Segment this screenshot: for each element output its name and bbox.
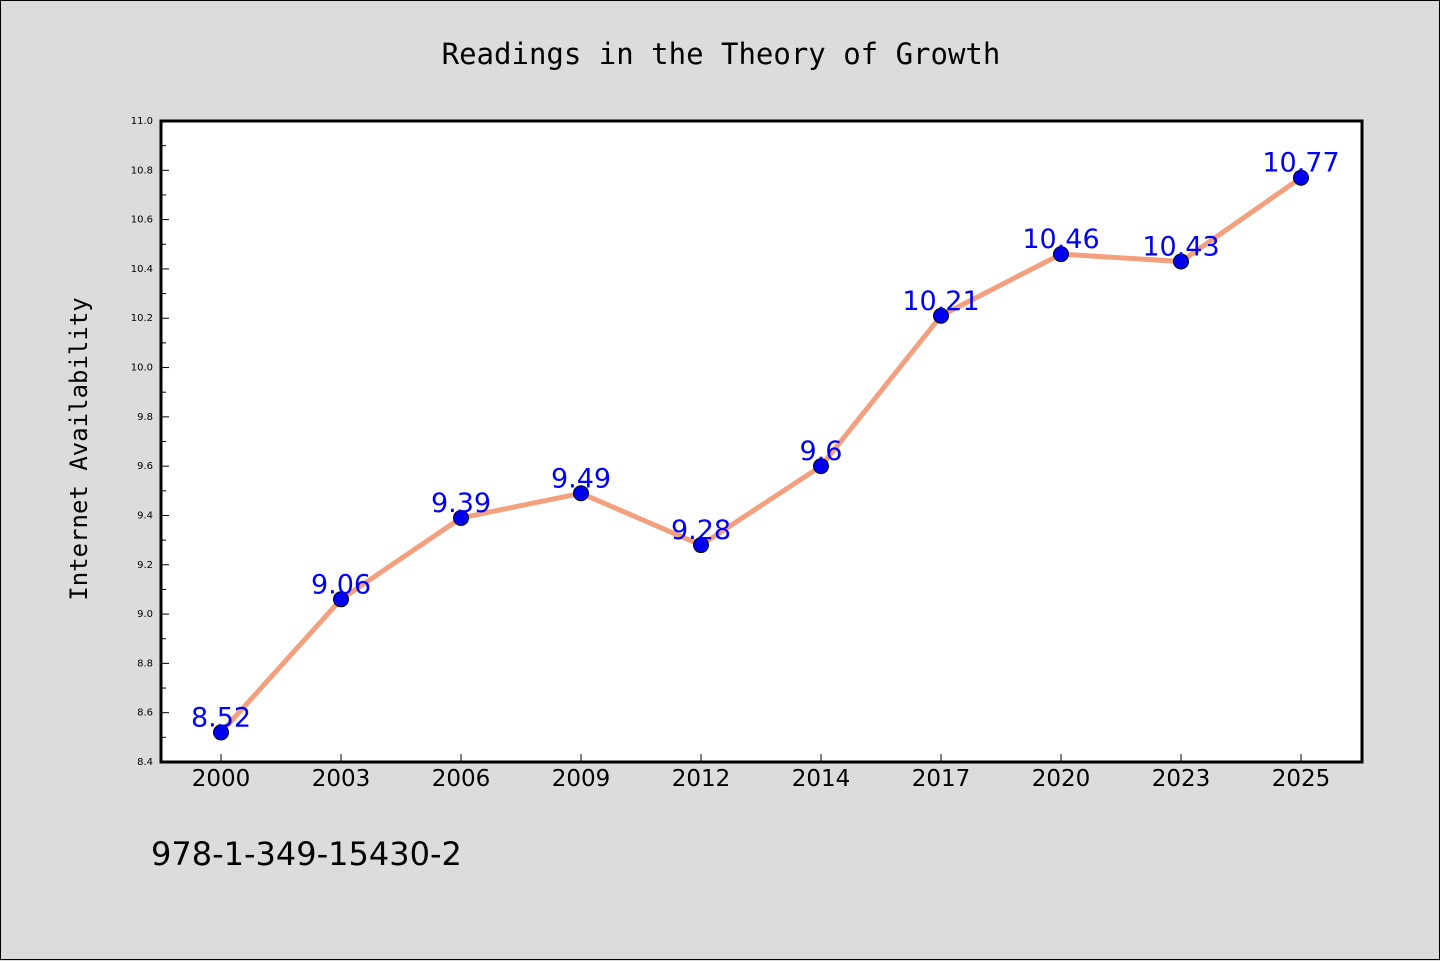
y-tick-label: 9.2 bbox=[137, 560, 153, 571]
isbn-text: 978-1-349-15430-2 bbox=[151, 835, 462, 873]
y-tick-label: 9.4 bbox=[137, 510, 153, 521]
y-tick-label: 8.4 bbox=[137, 757, 153, 768]
x-tick-label: 2014 bbox=[792, 766, 851, 792]
y-tick-label: 8.8 bbox=[137, 658, 153, 669]
y-tick-label: 9.8 bbox=[137, 412, 153, 423]
data-point bbox=[573, 485, 589, 502]
series-group: 8.52 9.06 9.39 9.49 9.28 9.6 10.21 10.46 10.43 10… bbox=[191, 148, 1340, 741]
x-tick-label: 2017 bbox=[912, 766, 971, 792]
data-label: 9.6 bbox=[800, 436, 843, 467]
data-label: 9.39 bbox=[431, 488, 491, 519]
data-point bbox=[933, 307, 949, 324]
y-tick-label: 10.8 bbox=[131, 165, 153, 176]
series-line bbox=[218, 175, 1304, 735]
x-tick-label: 2000 bbox=[192, 766, 251, 792]
data-label: 10.46 bbox=[1022, 224, 1099, 255]
y-tick-label: 9.0 bbox=[137, 609, 153, 620]
y-tick-label: 8.6 bbox=[137, 708, 153, 719]
y-tick-label: 10.0 bbox=[131, 363, 153, 374]
data-label: 10.21 bbox=[902, 286, 979, 317]
data-label: 9.28 bbox=[671, 515, 731, 546]
data-label: 10.43 bbox=[1142, 232, 1219, 263]
x-tick-label: 2023 bbox=[1152, 766, 1211, 792]
data-point bbox=[453, 509, 469, 526]
chart-title: Readings in the Theory of Growth bbox=[442, 37, 1001, 71]
y-tick-label: 10.2 bbox=[131, 313, 153, 324]
x-axis: 2000 2003 2006 2009 2012 2014 2017 2020 2023 2025 bbox=[192, 754, 1331, 792]
data-label: 8.52 bbox=[191, 702, 251, 733]
data-point bbox=[813, 458, 829, 475]
data-point bbox=[1053, 246, 1069, 263]
y-axis: 8.4 8.6 8.8 9.0 9.2 9.4 9.6 9.8 10.0 10.2 10.4 10.6… bbox=[131, 116, 169, 768]
y-tick-label: 9.6 bbox=[137, 461, 153, 472]
data-label: 9.49 bbox=[551, 463, 611, 494]
data-point bbox=[333, 591, 349, 608]
data-label: 9.06 bbox=[311, 569, 371, 600]
x-tick-label: 2003 bbox=[312, 766, 371, 792]
x-tick-label: 2006 bbox=[432, 766, 491, 792]
y-tick-label: 11.0 bbox=[131, 116, 153, 127]
data-label: 10.77 bbox=[1262, 148, 1339, 179]
y-axis-label: Internet Availability bbox=[65, 297, 93, 600]
y-tick-label: 10.6 bbox=[131, 215, 153, 226]
x-tick-label: 2020 bbox=[1032, 766, 1091, 792]
x-tick-label: 2025 bbox=[1272, 766, 1331, 792]
plot-area bbox=[159, 119, 1364, 764]
data-point bbox=[693, 537, 709, 554]
x-tick-label: 2009 bbox=[552, 766, 611, 792]
data-point bbox=[213, 724, 229, 741]
data-point bbox=[1293, 169, 1309, 186]
y-tick-label: 10.4 bbox=[131, 264, 153, 275]
data-point bbox=[1173, 253, 1189, 270]
x-tick-label: 2012 bbox=[672, 766, 731, 792]
